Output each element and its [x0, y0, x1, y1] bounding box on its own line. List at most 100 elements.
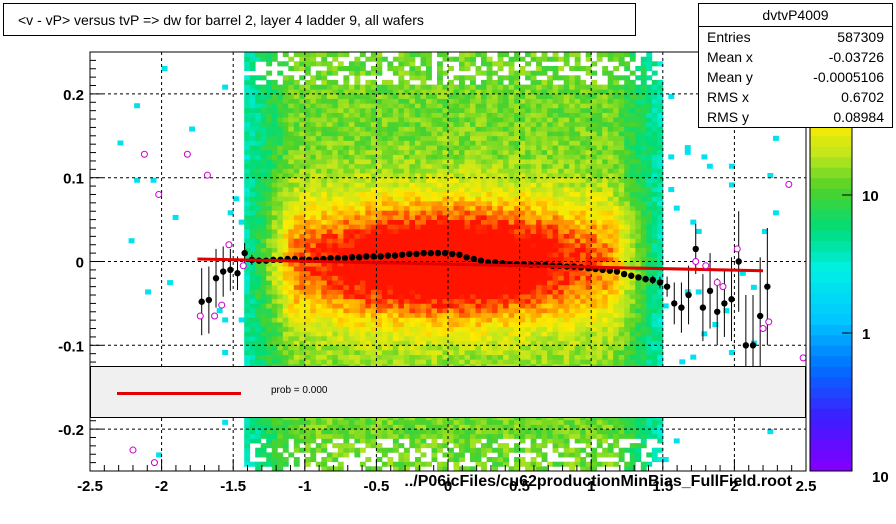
heatmap-cell	[508, 168, 515, 174]
heatmap-cell	[387, 61, 394, 67]
heatmap-cell	[348, 238, 355, 244]
heatmap-cell	[271, 345, 278, 351]
heatmap-cell	[332, 247, 339, 253]
heatmap-cell	[326, 308, 333, 314]
heatmap-cell	[514, 238, 521, 244]
heatmap-cell	[409, 433, 416, 439]
heatmap-cell	[470, 424, 476, 430]
heatmap-cell	[552, 359, 559, 365]
heatmap-cell	[387, 140, 394, 146]
heatmap-cell	[481, 149, 487, 155]
heatmap-cell	[392, 145, 399, 151]
heatmap-cell	[508, 84, 515, 90]
heatmap-cell	[359, 331, 366, 337]
heatmap-cell	[354, 452, 361, 458]
heatmap-cell	[514, 312, 521, 318]
heatmap-cell	[332, 56, 339, 62]
heatmap-cell	[530, 182, 537, 188]
heatmap-cell	[403, 424, 410, 430]
heatmap-cell	[558, 145, 565, 151]
heatmap-cell	[343, 317, 350, 323]
heatmap-cell	[376, 191, 383, 197]
heatmap-cell	[244, 345, 251, 351]
heatmap-cell	[541, 107, 548, 113]
heatmap-cell	[514, 345, 521, 351]
heatmap-cell	[503, 140, 510, 146]
heatmap-cell	[293, 103, 300, 109]
heatmap-cell	[315, 275, 322, 281]
heatmap-cell	[448, 242, 454, 248]
heatmap-cell	[271, 219, 278, 225]
heatmap-cell	[503, 126, 510, 132]
heatmap-cell	[530, 214, 537, 220]
heatmap-cell	[497, 84, 504, 90]
heatmap-cell	[541, 98, 548, 104]
heatmap-cell	[365, 168, 372, 174]
heatmap-cell	[514, 331, 521, 337]
heatmap-cell	[530, 126, 537, 132]
heatmap-cell	[541, 326, 548, 332]
heatmap-cell	[315, 312, 322, 318]
heatmap-cell	[519, 270, 526, 276]
heatmap-cell	[337, 270, 344, 276]
heatmap-cell	[426, 443, 432, 449]
heatmap-cell	[403, 331, 410, 337]
heatmap-cell	[442, 354, 449, 360]
heatmap-cell	[326, 163, 333, 169]
heatmap-cell	[442, 238, 449, 244]
heatmap-cell	[255, 93, 262, 99]
heatmap-cell	[420, 317, 427, 323]
heatmap-cell	[343, 79, 350, 85]
heatmap-cell	[332, 196, 339, 202]
heatmap-cell	[431, 112, 438, 118]
heatmap-cell	[315, 107, 322, 113]
heatmap-cell	[304, 322, 311, 328]
heatmap-cell	[470, 93, 476, 99]
heatmap-cell	[387, 145, 394, 151]
heatmap-cell	[448, 429, 454, 435]
heatmap-cell	[453, 75, 460, 81]
heatmap-cell	[332, 93, 339, 99]
heatmap-cell	[448, 117, 454, 123]
heatmap-cell	[244, 312, 251, 318]
heatmap-cell	[238, 317, 245, 323]
heatmap-cell	[503, 112, 510, 118]
heatmap-cell	[437, 289, 443, 295]
heatmap-cell	[530, 177, 537, 183]
heatmap-cell	[437, 112, 443, 118]
heatmap-cell	[266, 270, 273, 276]
heatmap-cell	[453, 224, 460, 230]
heatmap-cell	[365, 429, 372, 435]
heatmap-cell	[249, 149, 256, 155]
heatmap-cell	[552, 275, 559, 281]
heatmap-cell	[299, 345, 306, 351]
heatmap-cell	[475, 275, 482, 281]
heatmap-cell	[415, 219, 421, 225]
heatmap-cell	[508, 359, 515, 365]
heatmap-cell	[354, 149, 361, 155]
heatmap-cell	[486, 317, 493, 323]
heatmap-cell	[514, 159, 521, 165]
heatmap-cell	[392, 140, 399, 146]
heatmap-cell	[255, 261, 262, 267]
heatmap-cell	[392, 294, 399, 300]
heatmap-cell	[497, 433, 504, 439]
heatmap-cell	[470, 154, 476, 160]
heatmap-cell	[255, 98, 262, 104]
heatmap-cell	[304, 173, 311, 179]
heatmap-cell	[244, 443, 251, 449]
heatmap-cell	[266, 433, 273, 439]
heatmap-cell	[271, 163, 278, 169]
heatmap-cell	[437, 61, 443, 67]
heatmap-cell	[426, 280, 432, 286]
heatmap-cell	[266, 210, 273, 216]
heatmap-cell	[255, 308, 262, 314]
heatmap-cell	[426, 70, 432, 76]
heatmap-cell	[370, 345, 377, 351]
heatmap-cell	[530, 308, 537, 314]
heatmap-cell	[437, 312, 443, 318]
heatmap-cell	[255, 196, 262, 202]
heatmap-cell	[321, 187, 328, 193]
heatmap-cell	[315, 149, 322, 155]
heatmap-cell	[271, 131, 278, 137]
